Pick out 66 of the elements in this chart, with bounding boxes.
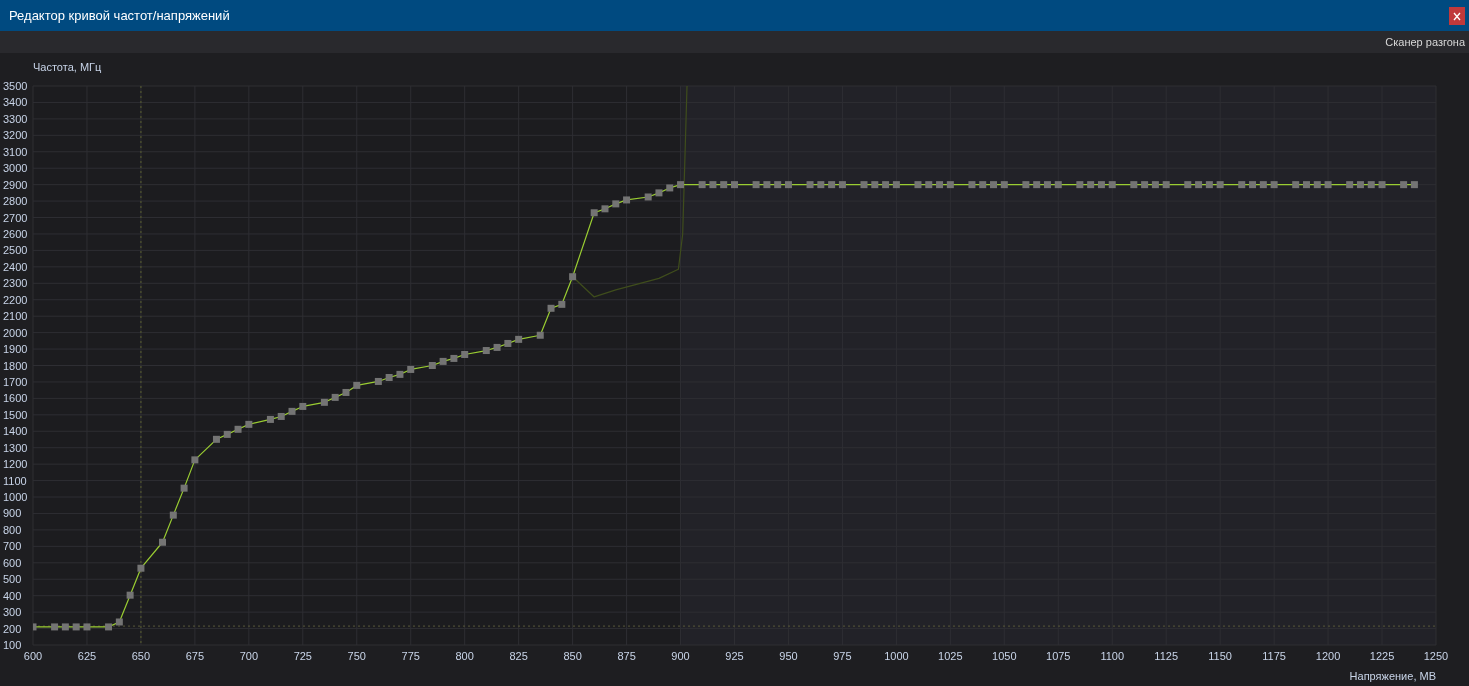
x-tick-label: 1100 bbox=[1100, 650, 1125, 662]
y-tick-label: 1800 bbox=[3, 359, 28, 372]
y-tick-label: 3200 bbox=[3, 129, 28, 142]
y-tick-label: 800 bbox=[3, 523, 22, 536]
y-tick-label: 600 bbox=[3, 556, 22, 569]
x-tick-label: 1175 bbox=[1262, 650, 1286, 662]
y-tick-label: 400 bbox=[3, 589, 22, 602]
y-tick-label: 2300 bbox=[3, 277, 28, 290]
y-tick-label: 1600 bbox=[3, 392, 28, 405]
y-tick-label: 2600 bbox=[3, 227, 28, 240]
x-tick-label: 1125 bbox=[1154, 650, 1179, 662]
y-tick-label: 2000 bbox=[3, 326, 28, 339]
x-tick-label: 675 bbox=[185, 650, 205, 662]
y-axis-title: Частота, МГц bbox=[33, 61, 102, 73]
x-tick-label: 950 bbox=[779, 650, 798, 662]
x-tick-label: 1150 bbox=[1208, 650, 1232, 662]
y-tick-label: 200 bbox=[3, 622, 22, 635]
y-tick-label: 100 bbox=[3, 639, 22, 651]
y-tick-label: 1300 bbox=[3, 441, 28, 454]
x-tick-label: 825 bbox=[509, 650, 528, 662]
y-tick-label: 3000 bbox=[3, 162, 28, 175]
x-axis-title: Напряжение, МВ bbox=[1349, 670, 1436, 682]
y-tick-label: 300 bbox=[3, 606, 22, 619]
y-tick-label: 2700 bbox=[3, 211, 28, 224]
x-tick-label: 725 bbox=[293, 650, 312, 662]
x-tick-label: 1000 bbox=[884, 650, 909, 662]
y-tick-label: 1500 bbox=[3, 408, 28, 421]
y-tick-label: 3400 bbox=[3, 96, 28, 109]
x-tick-label: 875 bbox=[617, 650, 636, 662]
y-tick-label: 2500 bbox=[3, 244, 28, 257]
y-tick-label: 3500 bbox=[3, 80, 28, 92]
x-tick-label: 1075 bbox=[1046, 650, 1071, 662]
x-tick-label: 650 bbox=[131, 650, 151, 662]
y-tick-label: 2800 bbox=[3, 195, 28, 208]
y-tick-label: 2100 bbox=[3, 310, 28, 323]
x-tick-label: 625 bbox=[77, 650, 97, 662]
y-tick-label: 1200 bbox=[3, 458, 28, 471]
x-tick-label: 975 bbox=[833, 650, 852, 662]
chart-title: Редактор кривой частот/напряжений bbox=[9, 8, 230, 23]
y-tick-label: 1700 bbox=[3, 375, 28, 388]
x-tick-label: 925 bbox=[725, 650, 744, 662]
y-tick-label: 3100 bbox=[3, 145, 28, 158]
x-tick-label: 1200 bbox=[1315, 650, 1341, 662]
x-tick-label: 800 bbox=[455, 650, 474, 662]
y-tick-label: 1100 bbox=[3, 474, 27, 487]
x-tick-label: 600 bbox=[23, 650, 43, 662]
x-tick-label: 1250 bbox=[1423, 650, 1449, 662]
y-tick-label: 500 bbox=[3, 573, 22, 586]
x-tick-label: 1225 bbox=[1369, 650, 1395, 662]
x-tick-label: 1025 bbox=[938, 650, 963, 662]
x-tick-label: 775 bbox=[401, 650, 420, 662]
x-tick-label: 850 bbox=[563, 650, 582, 662]
y-tick-label: 2200 bbox=[3, 293, 28, 306]
y-tick-label: 1900 bbox=[3, 343, 28, 356]
x-tick-label: 1050 bbox=[992, 650, 1017, 662]
x-tick-label: 750 bbox=[347, 650, 366, 662]
text: Сканер разгона bbox=[1385, 36, 1466, 48]
x-tick-label: 700 bbox=[239, 650, 259, 662]
y-tick-label: 1000 bbox=[3, 491, 28, 504]
y-tick-label: 1400 bbox=[3, 425, 28, 438]
y-tick-label: 2400 bbox=[3, 260, 28, 273]
y-tick-label: 900 bbox=[3, 507, 22, 520]
y-tick-label: 700 bbox=[3, 540, 22, 553]
y-tick-label: 2900 bbox=[3, 178, 28, 191]
y-tick-label: 3300 bbox=[3, 112, 28, 125]
x-tick-label: 900 bbox=[671, 650, 690, 662]
